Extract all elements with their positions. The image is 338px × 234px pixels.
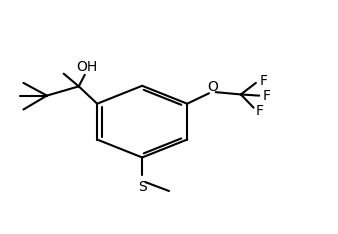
Text: F: F — [259, 73, 267, 88]
Text: OH: OH — [76, 60, 98, 74]
Text: O: O — [207, 80, 218, 94]
Text: S: S — [138, 180, 147, 194]
Text: F: F — [263, 89, 271, 103]
Text: F: F — [256, 104, 264, 118]
